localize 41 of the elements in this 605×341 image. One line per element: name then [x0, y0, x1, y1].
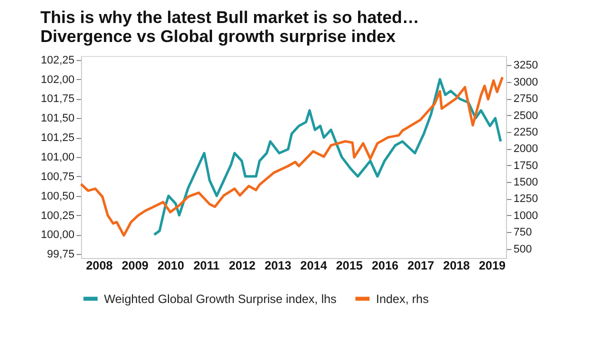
y2-tick-label: 1250	[514, 193, 538, 206]
x-tick-label: 2013	[264, 258, 292, 272]
y-tick-label: 102,00	[40, 74, 74, 86]
y-tick-label: 101,25	[40, 132, 74, 144]
x-tick-label: 2019	[478, 258, 506, 272]
y2-tick-label: 1750	[514, 160, 538, 172]
y-tick-label: 99,75	[46, 248, 74, 261]
y-tick-label: 101,75	[40, 93, 74, 106]
x-tick-label: 2011	[193, 258, 220, 272]
y2-tick-label: 750	[514, 226, 532, 239]
y-tick-label: 101,50	[40, 112, 74, 125]
x-tick-label: 2009	[122, 258, 149, 272]
x-tick-label: 2012	[228, 258, 256, 272]
line-series	[80, 76, 504, 237]
legend-label: Index, rhs	[376, 292, 429, 306]
x-tick-label: 2015	[336, 258, 364, 272]
x-tick-label: 2016	[372, 258, 399, 272]
y2-tick-label: 3000	[514, 76, 538, 88]
y2-tick-label: 1000	[514, 210, 538, 222]
y-tick-label: 100,75	[40, 170, 74, 183]
x-tick-label: 2014	[300, 258, 328, 272]
x-tick-label: 2018	[443, 258, 470, 272]
legend-label: Weighted Global Growth Surprise index, lhs	[104, 292, 337, 306]
x-tick-label: 2010	[157, 258, 184, 272]
y2-tick-label: 2500	[514, 110, 538, 122]
x-tick-label: 2017	[407, 258, 434, 272]
y2-tick-label: 2750	[514, 93, 538, 106]
y-tick-label: 102,25	[40, 54, 74, 66]
y-tick-label: 100,00	[40, 229, 74, 242]
line-series	[152, 78, 502, 236]
y-tick-label: 100,25	[40, 210, 74, 222]
y-tick-label: 101,00	[40, 152, 74, 164]
y2-tick-label: 2000	[514, 143, 538, 156]
y2-tick-label: 3250	[514, 60, 538, 72]
x-tick-label: 2008	[86, 258, 114, 272]
y-tick-label: 100,50	[40, 190, 74, 202]
chart-subtitle: Divergence vs Global growth surprise index	[40, 26, 396, 46]
y2-tick-label: 500	[514, 243, 532, 256]
y2-tick-label: 1500	[514, 176, 538, 189]
chart-title: This is why the latest Bull market is so hated…	[40, 8, 420, 27]
y2-tick-label: 2250	[514, 126, 538, 138]
